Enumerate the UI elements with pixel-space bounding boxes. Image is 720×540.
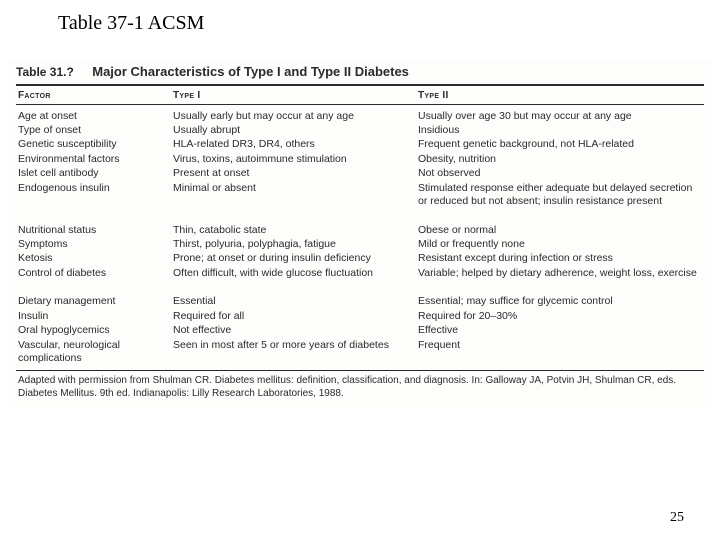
cell-text: Not effective: [173, 324, 418, 338]
cell-text: Effective: [418, 324, 700, 338]
cell-text: Virus, toxins, autoimmune stimulation: [173, 152, 418, 166]
cell-text: Environmental factors: [18, 152, 173, 166]
column-headers: Factor Type I Type II: [16, 86, 704, 104]
cell-text: Oral hypoglycemics: [18, 324, 173, 338]
col-header-factor: Factor: [16, 90, 173, 101]
cell-text: Not observed: [418, 167, 700, 181]
cell-text: Variable; helped by dietary adherence, w…: [418, 266, 700, 280]
cell-text: Control of diabetes: [18, 266, 173, 280]
cell-type1: Thin, catabolic stateThirst, polyuria, p…: [173, 223, 418, 281]
cell-type2: Usually over age 30 but may occur at any…: [418, 109, 704, 209]
cell-text: Vascular, neurological complications: [18, 338, 173, 366]
col-header-type2: Type II: [418, 90, 704, 101]
cell-text: Essential; may suffice for glycemic cont…: [418, 295, 700, 309]
cell-text: Usually abrupt: [173, 123, 418, 137]
table-scan: Table 31.? Major Characteristics of Type…: [8, 59, 712, 408]
cell-text: Stimulated response either adequate but …: [418, 181, 700, 209]
cell-text: Often difficult, with wide glucose fluct…: [173, 266, 418, 280]
cell-text: Usually early but may occur at any age: [173, 109, 418, 123]
cell-text: HLA-related DR3, DR4, others: [173, 138, 418, 152]
table-label: Table 31.?: [16, 65, 74, 79]
cell-text: Seen in most after 5 or more years of di…: [173, 338, 418, 352]
cell-factor: Dietary managementInsulinOral hypoglycem…: [16, 295, 173, 366]
table-body: Age at onsetType of onsetGenetic suscept…: [16, 105, 704, 370]
cell-type2: Essential; may suffice for glycemic cont…: [418, 295, 704, 366]
cell-text: Nutritional status: [18, 223, 173, 237]
cell-text: Obesity, nutrition: [418, 152, 700, 166]
cell-text: Obese or normal: [418, 223, 700, 237]
cell-text: Dietary management: [18, 295, 173, 309]
page-number: 25: [670, 510, 684, 526]
cell-text: Age at onset: [18, 109, 173, 123]
cell-factor: Age at onsetType of onsetGenetic suscept…: [16, 109, 173, 209]
cell-text: Symptoms: [18, 238, 173, 252]
cell-text: Thirst, polyuria, polyphagia, fatigue: [173, 238, 418, 252]
cell-text: Required for 20–30%: [418, 309, 700, 323]
cell-text: Genetic susceptibility: [18, 138, 173, 152]
cell-text: Minimal or absent: [173, 181, 418, 195]
cell-text: Mild or frequently none: [418, 238, 700, 252]
cell-text: Resistant except during infection or str…: [418, 252, 700, 266]
cell-text: Insidious: [418, 123, 700, 137]
cell-text: Required for all: [173, 309, 418, 323]
cell-text: Frequent: [418, 338, 700, 352]
cell-text: Thin, catabolic state: [173, 223, 418, 237]
col-header-type1: Type I: [173, 90, 418, 101]
cell-factor: Nutritional statusSymptomsKetosisControl…: [16, 223, 173, 281]
table-row: Age at onsetType of onsetGenetic suscept…: [16, 105, 704, 213]
table-caption-row: Table 31.? Major Characteristics of Type…: [16, 63, 704, 81]
cell-type1: Usually early but may occur at any ageUs…: [173, 109, 418, 209]
cell-text: Prone; at onset or during insulin defici…: [173, 252, 418, 266]
cell-text: Insulin: [18, 309, 173, 323]
table-row: Dietary managementInsulinOral hypoglycem…: [16, 285, 704, 370]
cell-text: Islet cell antibody: [18, 167, 173, 181]
table-title: Major Characteristics of Type I and Type…: [92, 64, 409, 79]
cell-text: Usually over age 30 but may occur at any…: [418, 109, 700, 123]
slide-title: Table 37-1 ACSM: [0, 0, 720, 35]
cell-type1: EssentialRequired for allNot effectiveSe…: [173, 295, 418, 366]
table-row: Nutritional statusSymptomsKetosisControl…: [16, 213, 704, 285]
table-footnote: Adapted with permission from Shulman CR.…: [16, 371, 704, 402]
cell-text: Frequent genetic background, not HLA-rel…: [418, 138, 700, 152]
cell-text: Present at onset: [173, 167, 418, 181]
cell-text: Ketosis: [18, 252, 173, 266]
cell-text: Endogenous insulin: [18, 181, 173, 195]
cell-type2: Obese or normalMild or frequently noneRe…: [418, 223, 704, 281]
cell-text: Type of onset: [18, 123, 173, 137]
cell-text: Essential: [173, 295, 418, 309]
